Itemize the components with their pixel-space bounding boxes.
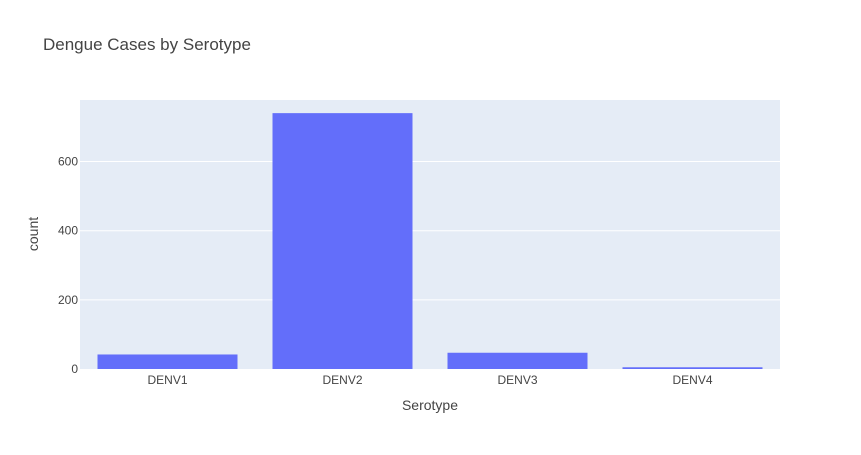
- y-tick-label: 200: [58, 293, 78, 307]
- plot-area: [80, 100, 780, 369]
- y-tick-label: 400: [58, 224, 78, 238]
- bars: [97, 113, 763, 369]
- bar-denv4: [622, 367, 763, 369]
- y-axis-title: count: [25, 217, 41, 251]
- grid-lines: [80, 161, 780, 301]
- x-axis-title: Serotype: [402, 397, 458, 413]
- x-tick-label: DENV1: [147, 373, 187, 387]
- chart-title: Dengue Cases by Serotype: [43, 35, 251, 54]
- x-tick-label: DENV4: [672, 373, 712, 387]
- x-axis-ticks: DENV1 DENV2 DENV3 DENV4: [147, 373, 712, 387]
- x-tick-label: DENV2: [322, 373, 362, 387]
- y-tick-label: 600: [58, 155, 78, 169]
- x-tick-label: DENV3: [497, 373, 537, 387]
- bar-denv3: [447, 352, 588, 369]
- bar-denv1: [97, 354, 238, 369]
- bar-denv2: [272, 113, 413, 369]
- y-tick-label: 0: [71, 362, 78, 376]
- y-axis-ticks: 0 200 400 600: [58, 155, 78, 376]
